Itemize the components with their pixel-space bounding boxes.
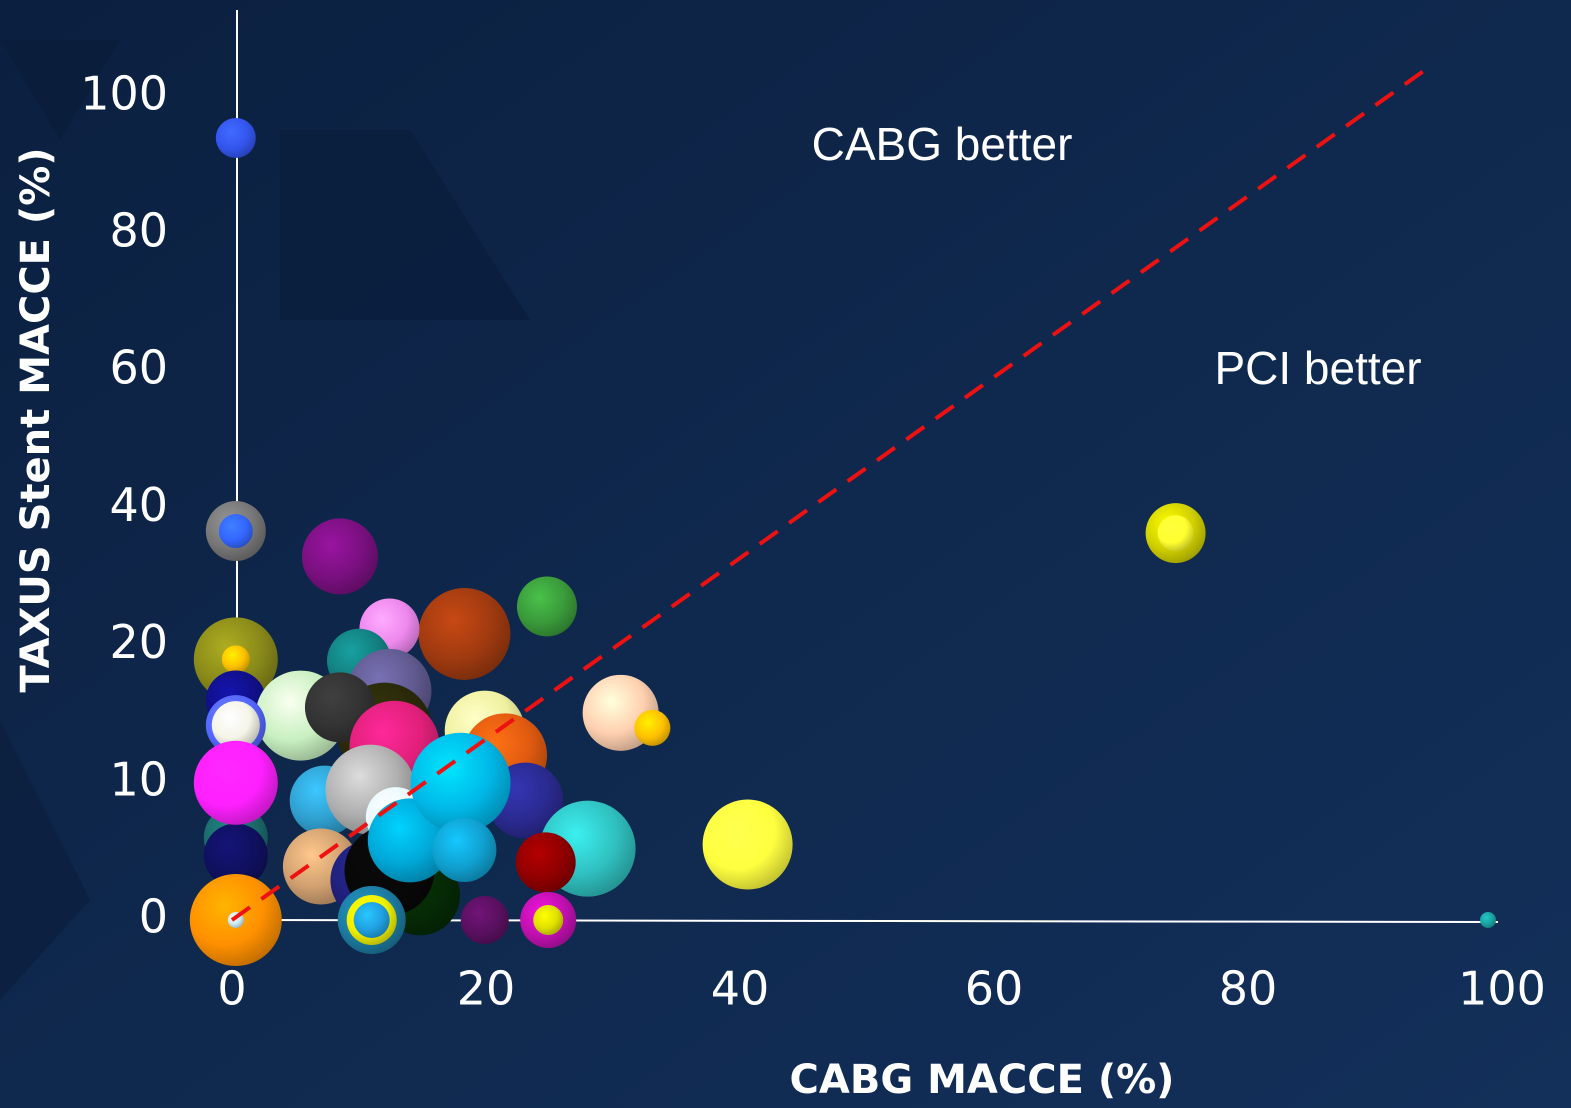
x-tick-label: 20 bbox=[457, 962, 516, 1016]
bubble bbox=[702, 799, 793, 890]
y-axis-title: TAXUS Stent MACCE (%) bbox=[13, 147, 59, 692]
bubble bbox=[634, 709, 671, 746]
y-tick-label: 20 bbox=[109, 615, 168, 669]
bubble bbox=[221, 645, 250, 674]
bubble bbox=[1480, 912, 1497, 928]
bubble bbox=[515, 832, 576, 893]
bubble bbox=[533, 905, 564, 935]
bubble bbox=[432, 818, 497, 883]
y-tick-label: 10 bbox=[109, 752, 168, 806]
y-tick-label: 0 bbox=[139, 890, 168, 944]
x-tick-label: 0 bbox=[217, 962, 246, 1016]
reference-line bbox=[230, 67, 1427, 922]
y-tick-label: 80 bbox=[109, 204, 168, 258]
x-axis-title: CABG MACCE (%) bbox=[790, 1057, 1175, 1103]
x-tick-label: 40 bbox=[711, 962, 770, 1016]
x-tick-label: 60 bbox=[965, 962, 1024, 1016]
bubble bbox=[301, 518, 378, 595]
y-tick-label: 60 bbox=[109, 341, 168, 395]
annotation: PCI better bbox=[1214, 342, 1421, 394]
bubble bbox=[353, 902, 390, 938]
bubble bbox=[211, 701, 260, 750]
y-tick-label: 40 bbox=[109, 478, 168, 532]
x-tick-label: 100 bbox=[1458, 962, 1546, 1016]
bubble bbox=[460, 896, 509, 944]
x-tick-label: 80 bbox=[1219, 962, 1278, 1016]
bg-shape bbox=[0, 720, 90, 1000]
bubble bbox=[410, 732, 511, 833]
bubble bbox=[418, 587, 511, 680]
bg-shape bbox=[280, 130, 530, 320]
bubble bbox=[215, 117, 256, 158]
bubble bbox=[516, 576, 577, 637]
bg-shape bbox=[0, 40, 120, 140]
y-tick-label: 100 bbox=[80, 66, 168, 120]
annotation: CABG better bbox=[812, 118, 1073, 170]
bubble bbox=[218, 514, 253, 549]
bubble bbox=[193, 740, 278, 825]
bubble bbox=[1157, 515, 1194, 552]
bubbles bbox=[189, 117, 1497, 966]
bubble bbox=[203, 823, 268, 888]
